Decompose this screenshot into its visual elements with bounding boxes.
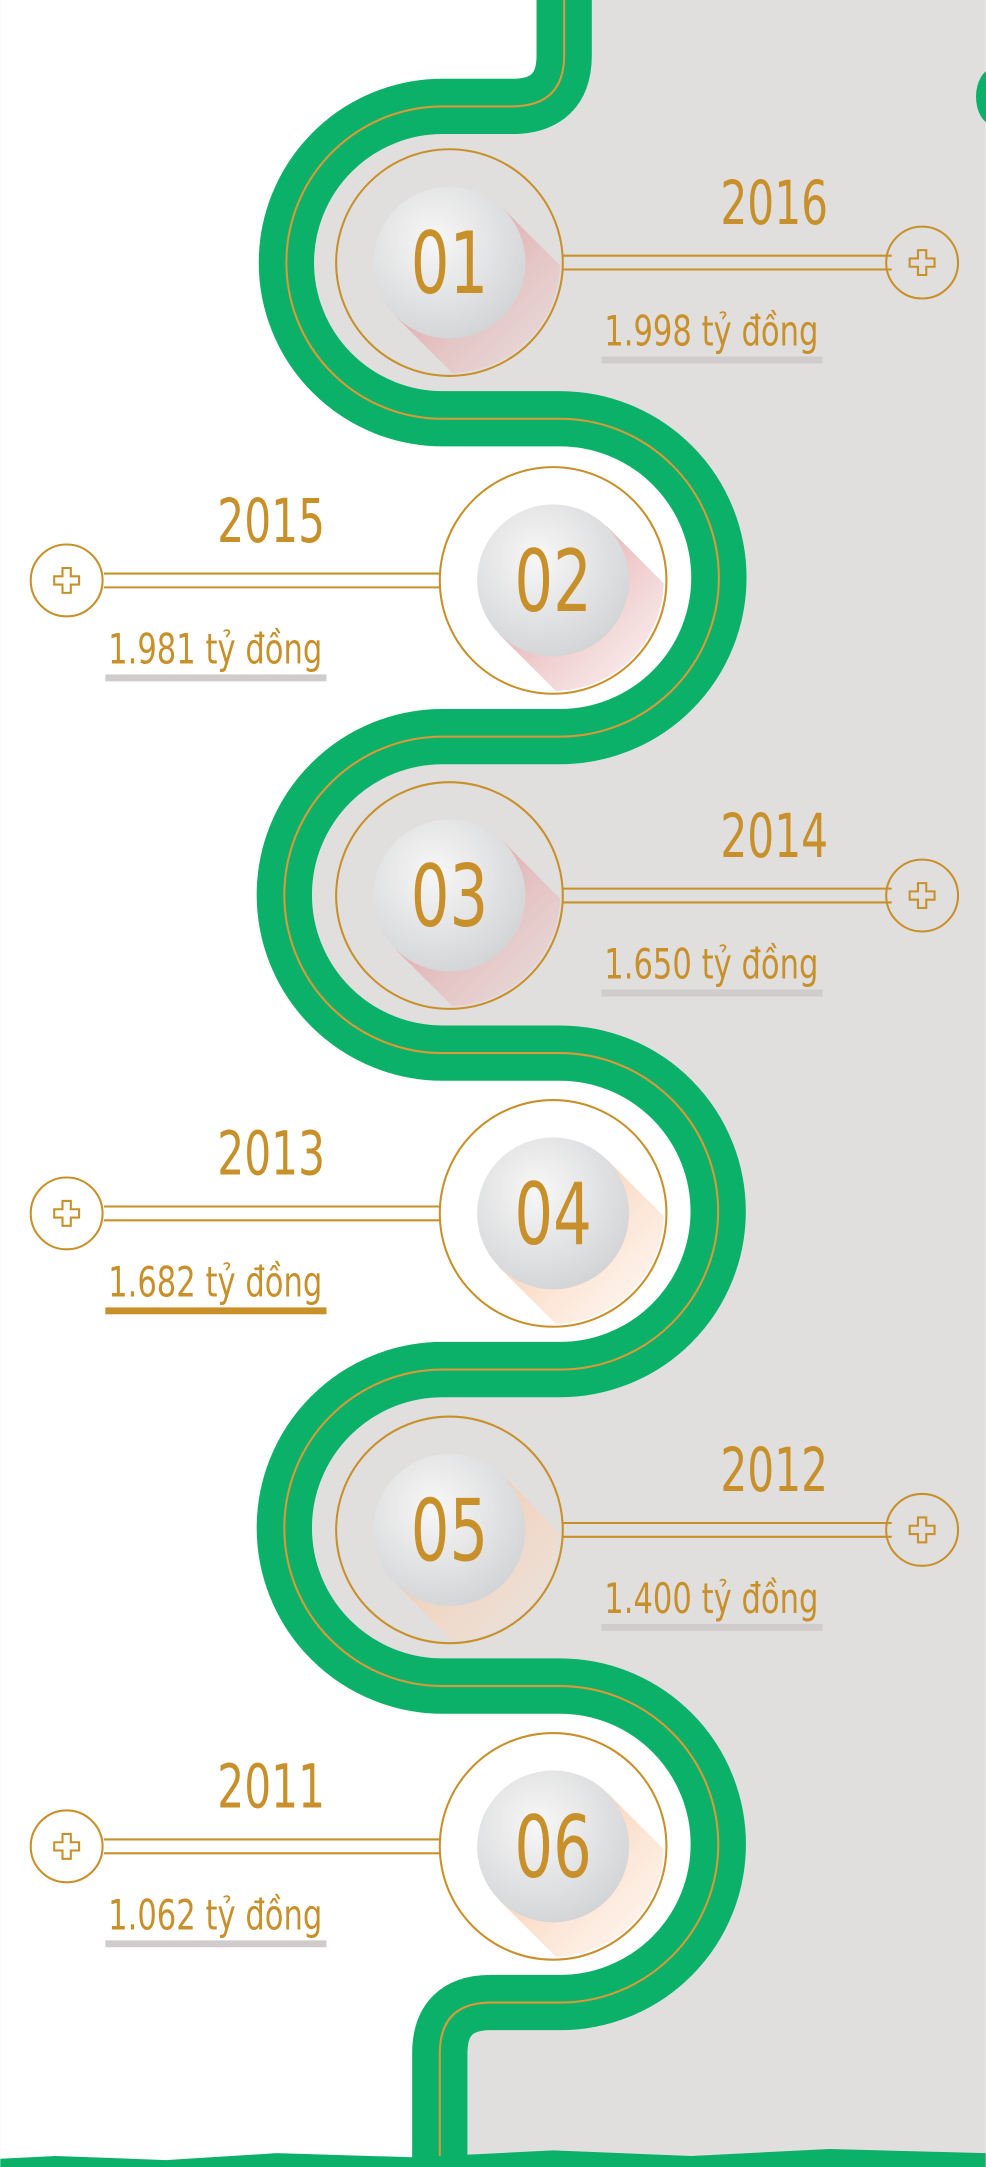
- plus-button[interactable]: [885, 1492, 960, 1567]
- plus-ring[interactable]: [29, 1176, 104, 1251]
- underline: [105, 674, 327, 682]
- timeline-item: 04 2013 1.682 tỷ đồng: [29, 1099, 668, 1328]
- year: 2012: [720, 1436, 828, 1506]
- underline: [105, 1307, 327, 1315]
- amount[interactable]: 1.998 tỷ đồng: [604, 308, 818, 356]
- timeline-item: 03 2014 1.650 tỷ đồng: [335, 781, 960, 1010]
- step-number: 03: [411, 847, 488, 947]
- year: 2014: [720, 802, 828, 872]
- step-number: 01: [411, 214, 488, 314]
- amount[interactable]: 1.062 tỷ đồng: [108, 1891, 322, 1939]
- underline: [601, 989, 823, 997]
- plus-icon[interactable]: [53, 566, 81, 594]
- disc: [373, 819, 526, 972]
- timeline-item: 01 2016 1.998 tỷ đồng: [335, 148, 960, 377]
- year: 2015: [217, 487, 325, 557]
- underline: [105, 1940, 327, 1948]
- plus-icon[interactable]: [908, 1516, 936, 1544]
- plus-ring[interactable]: [885, 1492, 960, 1567]
- year: 2011: [217, 1753, 325, 1823]
- timeline-item: 06 2011 1.062 tỷ đồng: [29, 1732, 668, 1961]
- disc: [477, 1137, 630, 1290]
- step-number: 02: [514, 532, 591, 632]
- disc: [373, 186, 526, 339]
- plus-icon[interactable]: [53, 1832, 81, 1860]
- step-number: 04: [514, 1165, 591, 1265]
- plus-ring[interactable]: [885, 858, 960, 933]
- plus-ring[interactable]: [29, 543, 104, 618]
- year: 2016: [720, 169, 828, 239]
- underline: [601, 356, 823, 364]
- amount[interactable]: 1.981 tỷ đồng: [108, 625, 322, 673]
- plus-icon[interactable]: [908, 882, 936, 910]
- year: 2013: [217, 1120, 325, 1190]
- plus-button[interactable]: [29, 1176, 104, 1251]
- plus-button[interactable]: [885, 225, 960, 300]
- plus-button[interactable]: [885, 858, 960, 933]
- disc: [477, 1770, 630, 1923]
- plus-button[interactable]: [29, 1809, 104, 1884]
- timeline-item: 05 2012 1.400 tỷ đồng: [335, 1415, 960, 1645]
- plus-icon[interactable]: [908, 249, 936, 277]
- items: 01 2016 1.998 tỷ đồng 02 2015 1.981 tỷ đồng 03…: [29, 148, 960, 1961]
- amount[interactable]: 1.400 tỷ đồng: [604, 1575, 818, 1623]
- amount[interactable]: 1.682 tỷ đồng: [108, 1258, 322, 1306]
- plus-button[interactable]: [29, 543, 104, 618]
- disc: [373, 1453, 526, 1606]
- step-number: 06: [514, 1798, 591, 1898]
- underline: [601, 1623, 823, 1631]
- amount[interactable]: 1.650 tỷ đồng: [604, 940, 818, 988]
- grass: [0, 2149, 986, 2167]
- plus-ring[interactable]: [29, 1809, 104, 1884]
- road-line: [283, 0, 720, 2167]
- step-number: 05: [411, 1481, 488, 1581]
- timeline-item: 02 2015 1.981 tỷ đồng: [29, 466, 668, 695]
- plus-ring[interactable]: [885, 225, 960, 300]
- plus-icon[interactable]: [53, 1199, 81, 1227]
- disc: [477, 504, 630, 657]
- leaf: [976, 71, 986, 123]
